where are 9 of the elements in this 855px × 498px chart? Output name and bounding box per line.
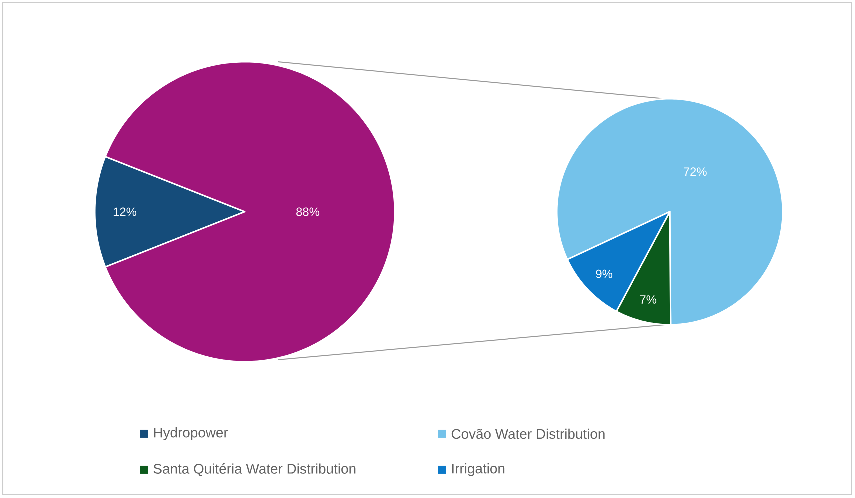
data-label: 88% <box>296 208 320 216</box>
legend-label: Irrigation <box>452 463 505 476</box>
legend-label: Santa Quitéria Water Distribution <box>154 464 356 476</box>
data-label: 7% <box>640 296 657 304</box>
data-label: 9% <box>596 270 613 278</box>
data-label: 12% <box>114 208 137 216</box>
data-label: 72% <box>684 168 707 176</box>
legend-label: Hydropower <box>154 427 228 440</box>
legend-label: Covão Water Distribution <box>452 428 605 440</box>
